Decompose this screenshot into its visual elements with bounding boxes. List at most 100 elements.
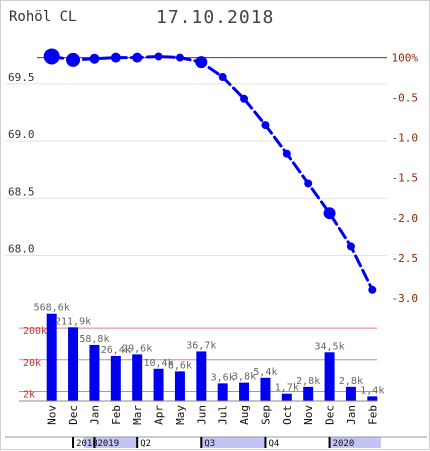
volume-value-label: 568,6k — [34, 303, 70, 314]
month-label: Sep — [259, 405, 272, 425]
price-point — [110, 52, 121, 63]
price-point — [323, 207, 336, 220]
timeline-label: Q3 — [204, 439, 215, 449]
volume-bar — [367, 396, 378, 401]
volume-value-label: 5,4k — [253, 367, 277, 378]
price-line — [50, 54, 374, 292]
price-point — [175, 53, 184, 62]
volume-value-label: 34,5k — [315, 341, 345, 352]
price-point — [43, 48, 60, 65]
month-label: Mar — [131, 405, 144, 425]
volume-tick-label: 200k — [23, 326, 47, 337]
timeline-strip: 2018 2019 Q2 Q3 Q4 2020 — [5, 436, 427, 449]
percent-tick-label: -0.5 — [392, 92, 419, 105]
volume-value-label: 3,8k — [232, 372, 256, 383]
month-label: Aug — [238, 405, 251, 425]
price-point — [304, 179, 313, 188]
volume-axis-labels: 200k 20k 2k — [23, 326, 47, 400]
volume-bar — [110, 355, 121, 401]
volume-value-label: 2,8k — [296, 376, 320, 387]
volume-bar — [132, 354, 143, 401]
volume-bar — [217, 383, 228, 401]
price-point — [66, 52, 81, 67]
volume-bar — [324, 352, 335, 401]
timeline-label: 2020 — [333, 439, 355, 449]
price-tick-label: 68.0 — [8, 243, 35, 256]
volume-bar — [239, 382, 250, 401]
timeline-label: Q4 — [268, 439, 279, 449]
month-label: Nov — [302, 405, 315, 425]
volume-bar — [345, 386, 356, 401]
volume-value-label: 1,7k — [275, 383, 299, 394]
month-label: Feb — [366, 405, 379, 425]
volume-value-label: 3,6k — [211, 372, 235, 383]
month-label: Nov — [46, 405, 59, 425]
percent-tick-label: -1.5 — [392, 172, 419, 185]
percent-axis-labels: 100% -0.5 -1.0 -1.5 -2.0 -2.5 -3.0 — [392, 52, 419, 305]
timeline-label: Q2 — [140, 439, 151, 449]
chart-date: 17.10.2018 — [156, 7, 274, 28]
volume-bar — [196, 351, 207, 401]
price-point — [240, 94, 249, 103]
volume-bar — [68, 327, 79, 401]
volume-bar — [46, 313, 57, 401]
volume-bar — [153, 368, 164, 401]
chart-title: Rohöl CL — [9, 9, 76, 25]
percent-tick-label: 100% — [392, 52, 419, 65]
price-point — [346, 242, 355, 251]
percent-tick-label: -1.0 — [392, 132, 419, 145]
volume-tick-label: 2k — [23, 389, 35, 400]
volume-value-label: 58,8k — [79, 334, 109, 345]
price-point — [218, 73, 227, 82]
month-label: Feb — [110, 405, 123, 425]
volume-value-label: 1,4k — [360, 385, 384, 396]
month-label: May — [174, 405, 187, 425]
price-point — [154, 52, 163, 61]
percent-tick-label: -3.0 — [392, 292, 419, 305]
volume-value-label: 8,6k — [168, 360, 192, 371]
price-point — [132, 52, 143, 63]
volume-bars — [19, 313, 378, 402]
volume-value-label: 29,6k — [122, 343, 152, 354]
volume-bar — [260, 377, 271, 401]
month-label: Jan — [345, 405, 358, 425]
month-label: Jun — [195, 405, 208, 425]
volume-value-label: 36,7k — [186, 340, 216, 351]
month-label: Apr — [153, 405, 166, 425]
month-labels: Nov Dec Jan Feb Mar Apr May Jun Jul Aug Sep Oct Nov D… — [46, 405, 380, 425]
volume-value-label: 2,8k — [339, 376, 363, 387]
price-tick-label: 69.0 — [8, 128, 35, 141]
month-label: Dec — [324, 405, 337, 425]
price-point — [195, 56, 208, 69]
percent-tick-label: -2.0 — [392, 212, 419, 225]
volume-value-label: 10,4k — [144, 358, 174, 369]
volume-bar — [174, 371, 185, 401]
price-point — [261, 121, 270, 130]
month-label: Jul — [217, 405, 230, 425]
timeline-shade — [83, 437, 138, 448]
timeline-shade — [329, 437, 381, 448]
month-label: Oct — [281, 405, 294, 425]
price-points — [43, 48, 377, 294]
price-point — [89, 53, 100, 64]
price-point — [282, 149, 291, 158]
price-curve — [50, 54, 374, 292]
month-label: Jan — [88, 405, 101, 425]
volume-bar — [281, 393, 292, 401]
price-point — [368, 285, 377, 294]
price-tick-label: 68.5 — [8, 185, 35, 198]
volume-value-label: 211,9k — [55, 316, 91, 327]
timeline-shade — [201, 437, 266, 448]
price-axis-labels: 69.5 69.0 68.5 68.0 — [8, 71, 35, 256]
volume-bar — [89, 344, 100, 401]
volume-value-label: 26,4k — [101, 345, 131, 356]
timeline-label: 2018 — [76, 439, 98, 449]
month-label: Dec — [67, 405, 80, 425]
price-tick-label: 69.5 — [8, 71, 35, 84]
volume-bar — [303, 386, 314, 401]
timeline-label: 2019 — [97, 439, 119, 449]
volume-tick-label: 20k — [23, 358, 41, 369]
